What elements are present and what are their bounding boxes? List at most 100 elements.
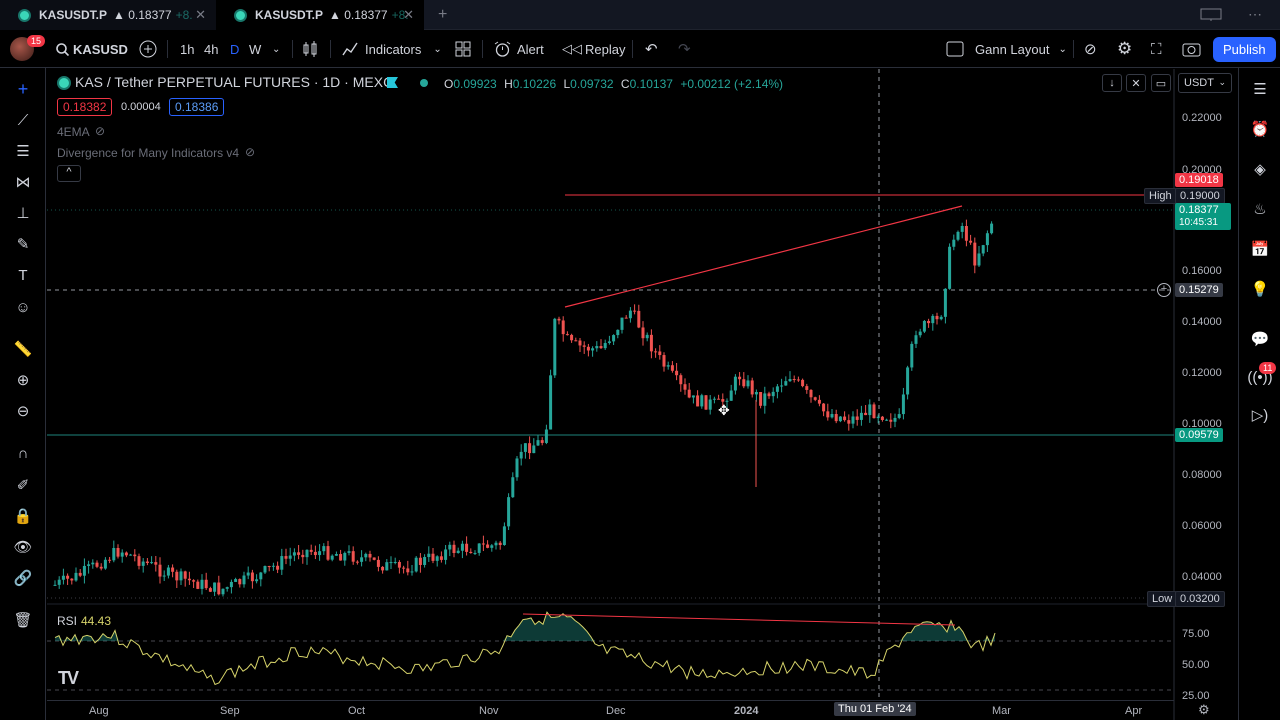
alerts-clock-icon[interactable]: ⏰ [1250,121,1270,138]
scale-settings-gear-icon[interactable]: ⚙ [1198,702,1210,717]
calendar-icon[interactable]: 📅 [1250,241,1270,258]
rsi-label[interactable]: RSI [57,614,78,628]
candle-body [330,555,334,560]
collapse-legend-button[interactable]: ^ [57,165,81,182]
chevron-down-icon[interactable]: ⌄ [433,43,442,55]
layout-button[interactable]: Gann Layout ⌄ [946,30,1067,68]
replay-button[interactable]: ◁◁ Replay [562,30,625,68]
zoom-in-icon[interactable]: ⊕ [16,372,30,389]
measure-projection-icon[interactable]: ⊥ [16,205,30,222]
undo-icon[interactable]: ↶ [645,41,658,58]
candle-body [116,547,120,557]
eye-hidden-icon[interactable]: ⊘ [245,145,256,159]
candle-body [935,315,939,320]
symbol-search[interactable]: KASUSD [56,30,128,68]
indicators-button[interactable]: Indicators ⌄ [342,30,442,68]
pattern-icon[interactable]: ⋈ [15,174,31,191]
candle-body [557,318,561,321]
interval-w[interactable]: W [249,41,262,57]
candle-body [880,416,884,420]
candle-body [263,566,267,573]
tab-kasusdt-2[interactable]: KASUSDT.P ▲ 0.18377 +8. ✕ [216,0,424,30]
candle-body [742,379,746,387]
redo-icon[interactable]: ↷ [678,41,691,58]
arrow-down-icon[interactable]: ↓ [1102,74,1122,92]
grid-icon [455,41,471,57]
candle-body [250,572,254,582]
candle-body [301,554,305,558]
add-alert-plus-icon[interactable]: + [1157,283,1171,297]
candle-body [591,348,595,351]
layers-icon[interactable]: ◈ [1254,161,1266,178]
candle-body [385,562,389,571]
chart-type-button[interactable] [302,30,318,68]
sell-price[interactable]: 0.18382 [57,98,113,116]
hotlist-flame-icon[interactable]: ♨ [1253,201,1267,218]
magnet-icon[interactable]: ∩ [17,444,29,462]
chat-icon[interactable]: 💬 [1250,331,1270,348]
compare-button[interactable] [139,30,157,68]
more-icon[interactable]: ⋯ [1248,6,1262,22]
interval-1h[interactable]: 1h [180,41,195,57]
new-tab-button[interactable]: + [438,6,448,23]
price-chart[interactable]: ✥ [47,69,1237,720]
ideas-bulb-icon[interactable]: 💡 [1250,281,1270,298]
symbol-title[interactable]: KAS / Tether PERPETUAL FUTURES · 1D · ME… [75,74,394,90]
close-icon[interactable]: ✕ [195,7,206,22]
candle-body [771,391,775,397]
replay-icon: ◁◁ [562,41,582,56]
crosshair-icon[interactable]: + [17,78,29,99]
camera-icon [1182,43,1201,57]
tab-kasusdt-1[interactable]: KASUSDT.P ▲ 0.18377 +8. ✕ [0,0,216,30]
candle-body [456,550,460,554]
interval-4h[interactable]: 4h [204,41,219,57]
brush-icon[interactable]: ✎ [16,236,30,253]
user-menu[interactable]: 15 [10,30,46,68]
window-layout-icon[interactable] [1200,8,1222,22]
rsi-divergence-line[interactable] [522,613,956,626]
trash-icon[interactable]: 🗑 [13,612,33,629]
candle-body [649,334,653,352]
indicator-4ema[interactable]: 4EMA [57,125,90,139]
publish-button[interactable]: Publish [1213,36,1276,62]
candle-body [759,391,763,406]
currency-select[interactable]: USDT ⌄ [1178,73,1232,93]
chevron-down-icon[interactable]: ⌄ [1058,43,1067,55]
time-axis[interactable] [47,700,1174,720]
horizontal-lines-icon[interactable]: ☰ [16,143,30,160]
snapshot-button[interactable] [1182,30,1201,68]
eye-icon[interactable]: 👁 [13,539,33,556]
maximize-icon[interactable]: ▭ [1151,74,1171,92]
divergence-trendline[interactable] [564,205,963,308]
watchlist-icon[interactable]: ☰ [1253,81,1267,98]
text-icon[interactable]: T [18,266,28,284]
chevron-down-icon[interactable]: ⌄ [272,43,281,55]
indicator-divergence[interactable]: Divergence for Many Indicators v4 [57,146,240,160]
fullscreen-icon[interactable]: ⛶ [1151,40,1162,58]
settings-gear-icon[interactable]: ⚙ [1117,39,1133,58]
rsi-tick: 50.00 [1182,659,1210,671]
alarm-icon [494,41,511,57]
replay-panel-icon[interactable]: ▷) [1251,407,1269,424]
lock-icon[interactable]: 🔒 [13,508,33,525]
flag-icon[interactable] [387,77,398,88]
close-icon[interactable]: ✕ [403,7,414,22]
candle-body [444,549,448,560]
close-icon[interactable]: ✕ [1126,74,1146,92]
alert-button[interactable]: Alert [494,30,544,68]
stay-drawing-icon[interactable]: ✐ [16,477,30,494]
candle-body [213,582,217,592]
trend-line-icon[interactable]: ⟋ [17,111,29,129]
buy-price[interactable]: 0.18386 [169,98,225,116]
templates-button[interactable] [455,30,471,68]
symbol-label: KASUSD [73,41,128,57]
candle-body [864,412,868,416]
emoji-icon[interactable]: ☺ [15,298,31,316]
link-icon[interactable]: 🔗 [13,570,33,587]
zoom-out-icon[interactable]: ⊖ [16,403,30,420]
candle-body [347,551,351,553]
interval-d[interactable]: D [230,41,240,57]
quick-search-icon[interactable]: ⊘ [1084,41,1097,58]
ruler-icon[interactable]: 📏 [13,341,33,358]
eye-hidden-icon[interactable]: ⊘ [95,124,106,138]
